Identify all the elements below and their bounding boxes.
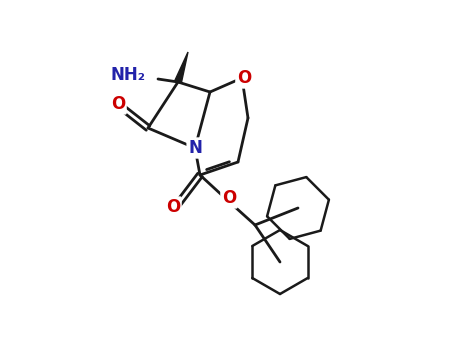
Polygon shape (175, 52, 188, 83)
Text: O: O (222, 189, 236, 207)
Text: O: O (111, 95, 125, 113)
Text: O: O (166, 198, 180, 216)
Text: N: N (188, 139, 202, 157)
Text: O: O (237, 69, 251, 87)
Text: NH₂: NH₂ (111, 66, 146, 84)
